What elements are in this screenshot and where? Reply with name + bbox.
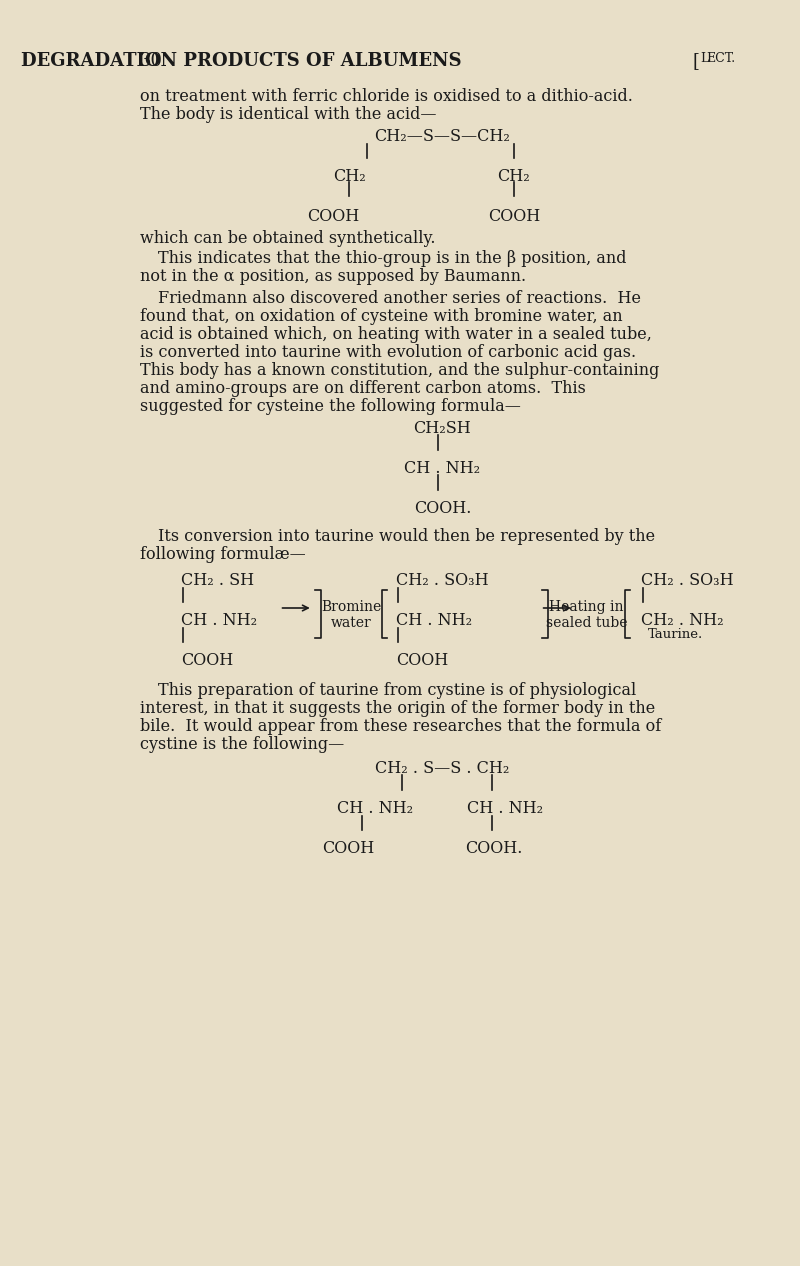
Text: The body is identical with the acid—: The body is identical with the acid— (140, 106, 437, 123)
Text: COOH: COOH (182, 652, 234, 668)
Text: CH₂ . S—S . CH₂: CH₂ . S—S . CH₂ (375, 760, 510, 777)
Text: following formulæ—: following formulæ— (140, 546, 306, 563)
Text: L: L (700, 52, 708, 65)
Text: is converted into taurine with evolution of carbonic acid gas.: is converted into taurine with evolution… (140, 344, 636, 361)
Text: found that, on oxidation of cysteine with bromine water, an: found that, on oxidation of cysteine wit… (140, 308, 622, 325)
Text: This preparation of taurine from cystine is of physiological: This preparation of taurine from cystine… (158, 682, 636, 699)
Text: Heating in: Heating in (549, 600, 623, 614)
Text: CH₂ . NH₂: CH₂ . NH₂ (641, 611, 723, 629)
Text: CH₂ . SO₃H: CH₂ . SO₃H (396, 572, 489, 589)
Text: This body has a known constitution, and the sulphur-containing: This body has a known constitution, and … (140, 362, 659, 379)
Text: Friedmann also discovered another series of reactions.  He: Friedmann also discovered another series… (158, 290, 641, 306)
Text: and amino-groups are on different carbon atoms.  This: and amino-groups are on different carbon… (140, 380, 586, 398)
Text: CH₂SH: CH₂SH (414, 420, 471, 437)
Text: Taurine.: Taurine. (648, 628, 703, 641)
Text: CH₂ . SO₃H: CH₂ . SO₃H (641, 572, 734, 589)
Text: bile.  It would appear from these researches that the formula of: bile. It would appear from these researc… (140, 718, 662, 736)
Text: which can be obtained synthetically.: which can be obtained synthetically. (140, 230, 436, 247)
Text: [: [ (693, 52, 699, 70)
Text: Its conversion into taurine would then be represented by the: Its conversion into taurine would then b… (158, 528, 655, 544)
Text: Bromine: Bromine (321, 600, 382, 614)
Text: COOH: COOH (488, 208, 540, 225)
Text: water: water (330, 617, 371, 630)
Text: CH . NH₂: CH . NH₂ (396, 611, 472, 629)
Text: This indicates that the thio-group is in the β position, and: This indicates that the thio-group is in… (158, 249, 626, 267)
Text: interest, in that it suggests the origin of the former body in the: interest, in that it suggests the origin… (140, 700, 655, 717)
Text: on treatment with ferric chloride is oxidised to a dithio-acid.: on treatment with ferric chloride is oxi… (140, 89, 633, 105)
Text: CH . NH₂: CH . NH₂ (182, 611, 258, 629)
Text: CH . NH₂: CH . NH₂ (467, 800, 543, 817)
Text: DEGRADATION PRODUCTS OF ALBUMENS: DEGRADATION PRODUCTS OF ALBUMENS (21, 52, 462, 70)
Text: CH₂ . SH: CH₂ . SH (182, 572, 254, 589)
Text: COOH.: COOH. (414, 500, 471, 517)
Text: COOH: COOH (322, 841, 374, 857)
Text: suggested for cysteine the following formula—: suggested for cysteine the following for… (140, 398, 521, 415)
Text: ECT.: ECT. (706, 52, 735, 65)
Text: acid is obtained which, on heating with water in a sealed tube,: acid is obtained which, on heating with … (140, 327, 652, 343)
Text: COOH: COOH (396, 652, 448, 668)
Text: COOH: COOH (307, 208, 359, 225)
Text: not in the α position, as supposed by Baumann.: not in the α position, as supposed by Ba… (140, 268, 526, 285)
Text: CH₂: CH₂ (333, 168, 366, 185)
Text: sealed tube: sealed tube (546, 617, 627, 630)
Text: 30: 30 (140, 52, 163, 70)
Text: CH₂: CH₂ (498, 168, 530, 185)
Text: CH . NH₂: CH . NH₂ (338, 800, 414, 817)
Text: CH . NH₂: CH . NH₂ (404, 460, 481, 477)
Text: cystine is the following—: cystine is the following— (140, 736, 344, 753)
Text: COOH.: COOH. (466, 841, 523, 857)
Text: CH₂—S—S—CH₂: CH₂—S—S—CH₂ (374, 128, 510, 146)
